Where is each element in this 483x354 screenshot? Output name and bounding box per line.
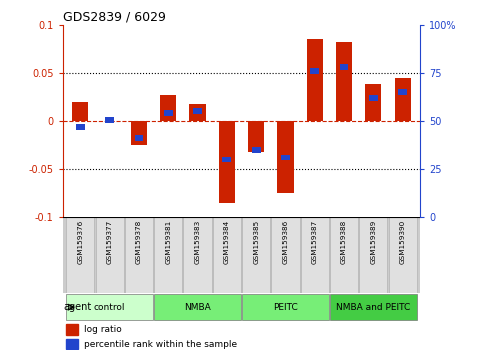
Bar [388,217,417,293]
Bar [281,155,290,160]
Bar [359,217,387,293]
Text: GDS2839 / 6029: GDS2839 / 6029 [63,11,166,24]
Bar [248,121,264,152]
Bar [242,217,270,293]
Bar [160,95,176,121]
Bar [340,64,348,70]
Bar [301,217,329,293]
Bar [66,217,95,293]
Text: control: control [94,303,126,312]
Bar [131,121,147,145]
Bar [164,110,173,116]
Text: GSM159389: GSM159389 [370,220,376,264]
Text: GSM159390: GSM159390 [399,220,406,264]
Bar [135,135,143,141]
Text: PEITC: PEITC [273,303,298,312]
Bar [184,217,212,293]
Bar [395,78,411,121]
Bar [398,89,407,95]
Bar [96,217,124,293]
Text: GSM159384: GSM159384 [224,220,230,264]
Bar [252,147,261,153]
Text: GSM159385: GSM159385 [253,220,259,264]
Bar [193,108,202,114]
Bar [189,104,206,121]
Text: log ratio: log ratio [84,325,122,334]
Text: agent: agent [64,302,92,312]
Bar [154,294,241,320]
Bar [72,102,88,121]
Bar [369,95,378,101]
Bar [66,339,78,349]
Bar [66,294,153,320]
Bar [242,294,329,320]
Bar [125,217,153,293]
Text: GSM159377: GSM159377 [107,220,113,264]
Text: GSM159383: GSM159383 [195,220,200,264]
Bar [277,121,294,193]
Text: GSM159376: GSM159376 [77,220,84,264]
Text: GSM159386: GSM159386 [283,220,288,264]
Bar [154,217,182,293]
Bar [222,156,231,162]
Text: GSM159381: GSM159381 [165,220,171,264]
Bar [219,121,235,203]
Text: GSM159378: GSM159378 [136,220,142,264]
Bar [307,39,323,121]
Bar [336,42,352,121]
Bar [271,217,299,293]
Text: NMBA: NMBA [184,303,211,312]
Bar [105,117,114,123]
Bar [213,217,241,293]
Text: NMBA and PEITC: NMBA and PEITC [336,303,411,312]
Bar [310,68,319,74]
Text: percentile rank within the sample: percentile rank within the sample [84,339,237,349]
Bar [76,124,85,130]
Bar [330,217,358,293]
Text: GSM159388: GSM159388 [341,220,347,264]
Text: GSM159387: GSM159387 [312,220,318,264]
Bar [365,84,382,121]
Bar [66,325,78,335]
Bar [330,294,417,320]
